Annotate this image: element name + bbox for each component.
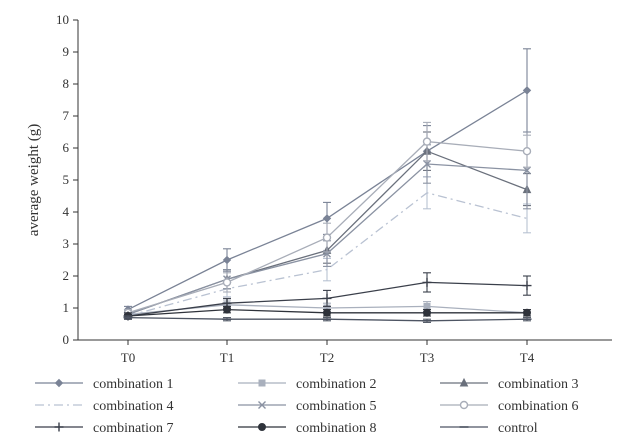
legend-label: combination 5 [296, 399, 377, 414]
legend-label: combination 1 [93, 377, 174, 392]
data-point [222, 278, 232, 287]
x-tick-label: T1 [220, 350, 234, 365]
data-point [258, 423, 266, 431]
data-point [459, 400, 469, 410]
data-point [322, 293, 332, 303]
legend-label: combination 3 [498, 377, 579, 392]
data-point [322, 233, 332, 242]
data-point [322, 214, 332, 223]
data-point [522, 281, 532, 291]
legend-label: combination 8 [296, 421, 377, 435]
series-layer [123, 48, 532, 323]
y-tick-label: 10 [56, 12, 69, 27]
data-point [522, 86, 532, 95]
legend: combination 1 combination 2 combination 3 c… [35, 377, 579, 435]
data-point [422, 277, 432, 287]
legend-item: combination 3 [440, 377, 579, 392]
x-tick-label: T2 [320, 350, 334, 365]
legend-item: combination 2 [238, 377, 377, 392]
series-control [123, 315, 532, 323]
data-point [523, 308, 531, 317]
data-point [423, 302, 431, 310]
x-tick-label: T0 [121, 350, 135, 365]
y-tick-label: 0 [63, 332, 70, 347]
data-point [423, 308, 431, 317]
data-point [258, 401, 266, 409]
legend-item: combination 5 [238, 399, 377, 414]
y-tick-label: 1 [63, 300, 70, 315]
data-point [223, 305, 231, 314]
data-point [522, 146, 532, 156]
data-point [422, 137, 432, 146]
y-tick-label: 7 [63, 108, 70, 123]
y-tick-label: 6 [63, 140, 70, 155]
data-point [222, 255, 232, 265]
legend-item: combination 6 [440, 399, 579, 414]
legend-item: combination 1 [35, 377, 174, 392]
y-tick-label: 3 [63, 236, 70, 251]
legend-label: control [498, 421, 538, 435]
data-point [323, 249, 331, 258]
legend-label: combination 7 [93, 421, 174, 435]
legend-item: combination 7 [35, 421, 174, 435]
legend-label: combination 2 [296, 377, 377, 392]
legend-item: combination 8 [238, 421, 377, 435]
data-point [459, 377, 469, 387]
y-tick-label: 4 [63, 204, 70, 219]
x-tick-label: T3 [420, 350, 434, 365]
data-point [54, 378, 64, 388]
data-point [523, 166, 531, 175]
data-point [423, 160, 431, 168]
axes: 0 1 2 3 4 5 6 7 8 9 10 T0 T1 T2 T3 T4 [56, 12, 612, 365]
y-tick-label: 9 [63, 44, 70, 59]
y-tick-label: 2 [63, 268, 70, 283]
legend-label: combination 4 [93, 399, 174, 414]
legend-item: control [440, 421, 538, 435]
legend-label: combination 6 [498, 399, 579, 414]
y-axis-title: average weight (g) [26, 124, 42, 236]
y-tick-label: 5 [63, 172, 70, 187]
series-combination-6 [123, 121, 532, 317]
data-point [323, 308, 331, 317]
y-tick-label: 8 [63, 76, 70, 91]
data-point [258, 379, 266, 387]
data-point [54, 422, 64, 432]
legend-item: combination 4 [35, 399, 174, 414]
x-tick-label: T4 [520, 350, 535, 365]
